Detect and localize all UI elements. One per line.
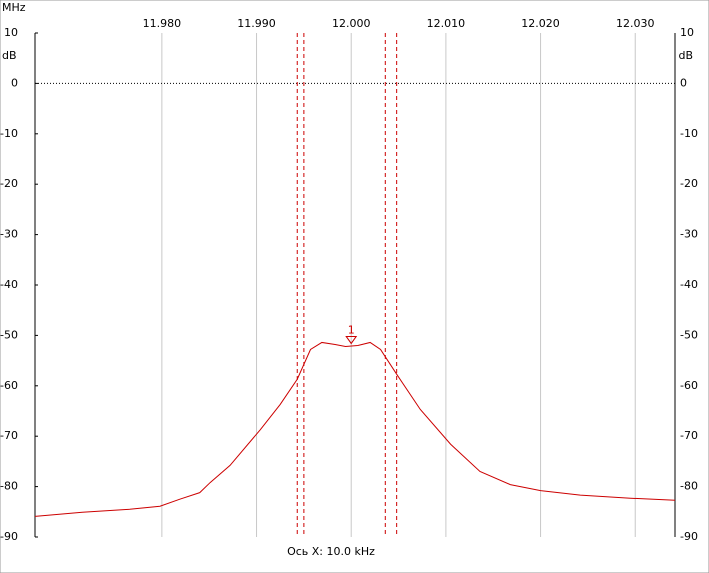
y-tick-label: 0 <box>11 76 18 89</box>
x-tick-label: 11.990 <box>237 17 276 30</box>
trace <box>34 341 676 517</box>
y-tick-label: -70 <box>680 429 698 442</box>
x-label: Ось X: 10.0 kHz <box>287 545 375 558</box>
y-unit-left: dB <box>2 49 17 62</box>
y-tick-label: -50 <box>680 328 698 341</box>
marker <box>345 335 358 345</box>
y-tick-label: -30 <box>0 228 18 241</box>
y-tick-label: -90 <box>680 530 698 543</box>
y-tick-label: -40 <box>0 278 18 291</box>
x-tick-label: 11.980 <box>143 17 182 30</box>
marker-label: 1 <box>348 323 355 336</box>
y-tick-label: -50 <box>0 328 18 341</box>
x-tick-label: 12.020 <box>521 17 560 30</box>
y-tick-label: -80 <box>680 480 698 493</box>
y-tick-label: -90 <box>0 530 18 543</box>
y-tick-label: -20 <box>0 177 18 190</box>
y-tick-label: -70 <box>0 429 18 442</box>
y-tick-label: 10 <box>4 26 18 39</box>
y-tick-label: -40 <box>680 278 698 291</box>
y-unit-right: dB <box>678 49 693 62</box>
y-tick-label: 0 <box>680 76 687 89</box>
x-tick-label: 12.010 <box>427 17 466 30</box>
y-tick-label: -10 <box>0 127 18 140</box>
x-tick-label: 12.000 <box>332 17 371 30</box>
y-tick-label: -60 <box>0 379 18 392</box>
y-tick-label: -30 <box>680 228 698 241</box>
y-tick-label: 10 <box>680 26 694 39</box>
x-unit: MHz <box>2 1 26 14</box>
y-tick-label: -10 <box>680 127 698 140</box>
y-tick-label: -80 <box>0 480 18 493</box>
x-tick-label: 12.030 <box>616 17 655 30</box>
y-tick-label: -60 <box>680 379 698 392</box>
y-tick-label: -20 <box>680 177 698 190</box>
